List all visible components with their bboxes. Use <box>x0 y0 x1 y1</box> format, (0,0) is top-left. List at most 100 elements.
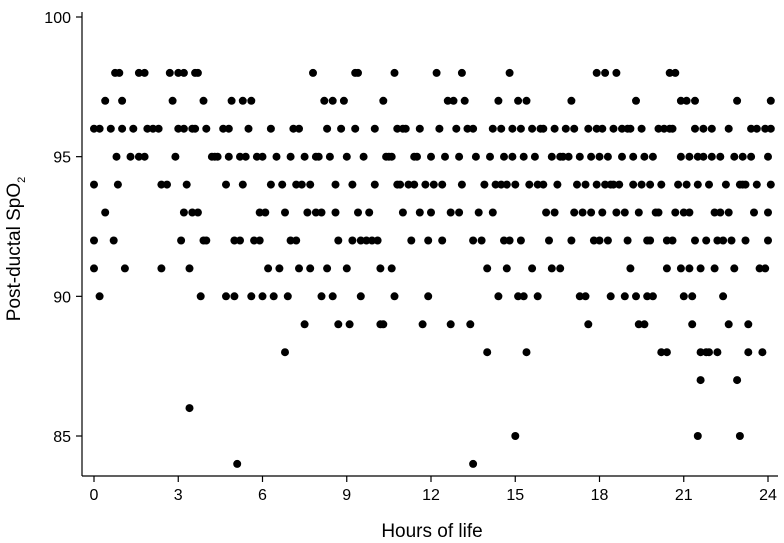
data-point <box>165 68 174 77</box>
data-point <box>289 124 298 133</box>
data-point <box>615 180 624 189</box>
data-point <box>693 152 702 161</box>
data-point <box>587 208 596 217</box>
data-point <box>356 236 365 245</box>
data-point <box>317 208 326 217</box>
data-point <box>648 292 657 301</box>
data-point <box>95 124 104 133</box>
data-point <box>222 292 230 301</box>
x-tick-label: 21 <box>675 487 693 504</box>
data-point <box>314 152 323 161</box>
data-point <box>113 180 122 189</box>
data-point <box>603 152 612 161</box>
data-point <box>281 208 289 217</box>
data-point <box>413 152 421 161</box>
data-point <box>598 124 607 133</box>
data-point <box>179 68 188 77</box>
data-point <box>427 152 435 161</box>
data-point <box>685 264 694 273</box>
data-point <box>227 96 236 105</box>
data-point <box>516 124 525 133</box>
data-point <box>233 459 242 468</box>
data-point <box>592 180 601 189</box>
data-point <box>387 152 396 161</box>
data-point <box>488 208 497 217</box>
data-point <box>295 124 303 133</box>
data-point <box>738 152 747 161</box>
data-point <box>764 152 772 161</box>
data-point <box>508 124 517 133</box>
data-point <box>236 152 244 161</box>
data-point <box>691 236 699 245</box>
data-point <box>648 152 657 161</box>
data-point <box>118 124 127 133</box>
data-point <box>418 320 427 329</box>
data-point <box>570 124 579 133</box>
data-point <box>354 68 362 77</box>
data-point <box>323 124 332 133</box>
data-point <box>550 208 559 217</box>
data-point <box>480 180 489 189</box>
data-point <box>505 236 514 245</box>
data-point <box>761 264 770 273</box>
data-point <box>486 152 494 161</box>
data-point <box>702 348 711 357</box>
data-point <box>716 208 725 217</box>
x-tick-label: 6 <box>258 487 267 504</box>
data-point <box>193 68 202 77</box>
data-point <box>567 236 576 245</box>
data-point <box>199 96 208 105</box>
data-point <box>101 96 110 105</box>
data-point <box>665 68 674 77</box>
data-point <box>620 208 629 217</box>
data-point <box>415 208 424 217</box>
data-point <box>662 348 671 357</box>
data-point <box>320 96 329 105</box>
data-point <box>157 264 166 273</box>
data-point <box>744 348 753 357</box>
data-point <box>469 124 478 133</box>
data-point <box>118 96 127 105</box>
data-point <box>407 236 416 245</box>
x-ticks: 0 3 6 9 12 15 18 21 24 <box>90 476 777 504</box>
data-point <box>721 180 730 189</box>
data-point <box>393 124 402 133</box>
data-point <box>466 320 475 329</box>
data-point <box>511 432 520 440</box>
data-point <box>292 236 301 245</box>
data-point <box>525 180 534 189</box>
data-point <box>339 96 348 105</box>
data-point <box>522 348 531 357</box>
data-point <box>573 180 581 189</box>
data-point <box>547 264 556 273</box>
data-point <box>744 320 753 329</box>
data-point <box>730 152 739 161</box>
y-tick-label: 90 <box>53 289 71 306</box>
data-point <box>676 96 685 105</box>
x-tick-label: 12 <box>422 487 440 504</box>
data-point <box>688 292 697 301</box>
data-point <box>188 208 197 217</box>
data-point <box>112 152 121 161</box>
data-point <box>401 124 410 133</box>
data-point <box>693 432 702 440</box>
data-point <box>494 96 503 105</box>
data-point <box>342 152 351 161</box>
data-point <box>514 292 523 301</box>
data-point <box>247 96 256 105</box>
data-point <box>281 348 289 357</box>
data-point <box>660 124 669 133</box>
data-point <box>724 208 733 217</box>
data-point <box>266 124 275 133</box>
data-point <box>306 180 315 189</box>
data-point <box>719 292 728 301</box>
data-point <box>752 180 761 189</box>
data-point <box>140 68 149 77</box>
data-point <box>598 208 607 217</box>
data-point <box>236 236 244 245</box>
data-point <box>626 124 635 133</box>
data-point <box>601 180 610 189</box>
data-point <box>463 124 472 133</box>
data-point <box>750 208 758 217</box>
data-point <box>174 68 183 77</box>
